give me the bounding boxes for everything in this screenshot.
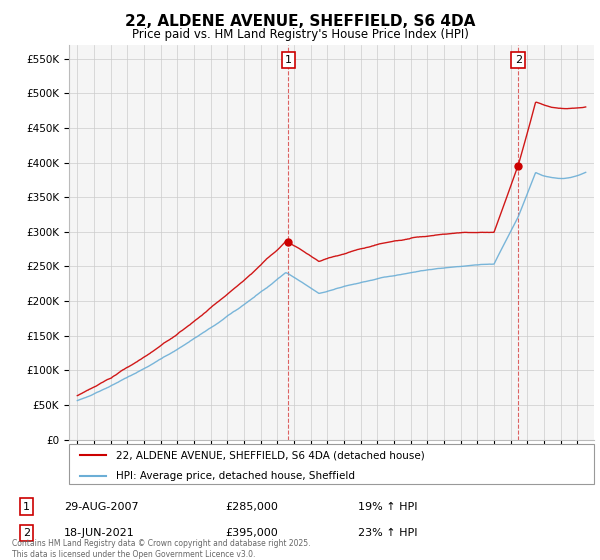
Text: 19% ↑ HPI: 19% ↑ HPI (358, 502, 417, 512)
Text: HPI: Average price, detached house, Sheffield: HPI: Average price, detached house, Shef… (116, 470, 355, 480)
Text: £285,000: £285,000 (225, 502, 278, 512)
Text: 18-JUN-2021: 18-JUN-2021 (64, 528, 134, 538)
Text: 1: 1 (285, 55, 292, 65)
Text: Price paid vs. HM Land Registry's House Price Index (HPI): Price paid vs. HM Land Registry's House … (131, 28, 469, 41)
Text: 22, ALDENE AVENUE, SHEFFIELD, S6 4DA (detached house): 22, ALDENE AVENUE, SHEFFIELD, S6 4DA (de… (116, 450, 425, 460)
Text: 29-AUG-2007: 29-AUG-2007 (64, 502, 139, 512)
FancyBboxPatch shape (69, 444, 594, 484)
Text: 22, ALDENE AVENUE, SHEFFIELD, S6 4DA: 22, ALDENE AVENUE, SHEFFIELD, S6 4DA (125, 14, 475, 29)
Text: 23% ↑ HPI: 23% ↑ HPI (358, 528, 417, 538)
Text: 1: 1 (23, 502, 30, 512)
Text: Contains HM Land Registry data © Crown copyright and database right 2025.
This d: Contains HM Land Registry data © Crown c… (12, 539, 311, 559)
Text: 2: 2 (515, 55, 522, 65)
Text: £395,000: £395,000 (225, 528, 278, 538)
Text: 2: 2 (23, 528, 30, 538)
